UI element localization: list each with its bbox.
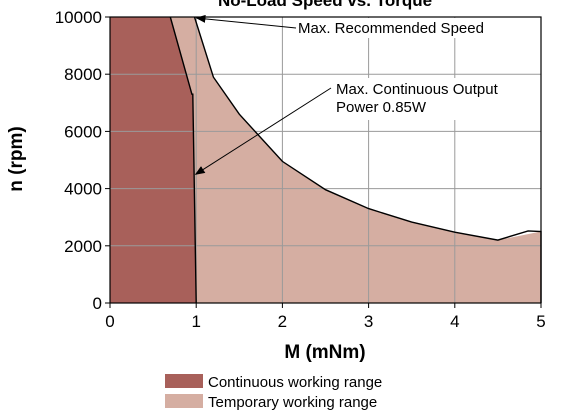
- y-tick-label: 4000: [64, 180, 102, 199]
- annotation-max-power-line-1: Max. Continuous Output: [336, 81, 499, 98]
- y-tick-label: 0: [93, 294, 102, 313]
- x-tick-label: 4: [450, 312, 459, 331]
- legend-swatch-temporary: [165, 394, 203, 408]
- legend-swatch-continuous: [165, 374, 203, 388]
- x-tick-label: 1: [191, 312, 200, 331]
- chart-title: No-Load Speed vs. Torque: [218, 0, 432, 10]
- series-continuous-area: [110, 17, 197, 303]
- y-tick-label: 10000: [55, 8, 102, 27]
- x-tick-label: 2: [278, 312, 287, 331]
- y-axis-title: n (rpm): [6, 126, 27, 191]
- series-layer: [110, 17, 542, 303]
- plot-frame: [109, 16, 542, 304]
- annotation-1-bg: [293, 18, 533, 38]
- legend: Continuous working range Temporary worki…: [165, 374, 382, 411]
- series-temporary-area: [170, 17, 542, 303]
- y-tick-label: 8000: [64, 65, 102, 84]
- legend-label-temporary: Temporary working range: [208, 394, 377, 411]
- axes: 0 1 2 3 4 5 0 2000 4000 6000 8000 10000: [55, 8, 546, 331]
- annotation-max-power-line-2: Power 0.85W: [336, 99, 427, 116]
- x-axis-title: M (mNm): [284, 342, 365, 363]
- annotation-1-arrow: [195, 14, 297, 29]
- x-tick-label: 3: [364, 312, 373, 331]
- x-tick-label: 0: [105, 312, 114, 331]
- grid-lines: [110, 16, 542, 304]
- annotation-2-bg: [328, 78, 540, 120]
- temporary-boundary-line: [193, 16, 542, 303]
- annotations: Max. Recommended Speed Max. Continuous Ou…: [194, 14, 540, 175]
- y-tick-label: 6000: [64, 122, 102, 141]
- x-tick-label: 5: [536, 312, 545, 331]
- legend-label-continuous: Continuous working range: [208, 374, 382, 391]
- y-tick-label: 2000: [64, 237, 102, 256]
- continuous-boundary-line: [169, 16, 197, 304]
- annotation-2-arrow: [194, 87, 332, 175]
- annotation-max-speed: Max. Recommended Speed: [298, 20, 484, 37]
